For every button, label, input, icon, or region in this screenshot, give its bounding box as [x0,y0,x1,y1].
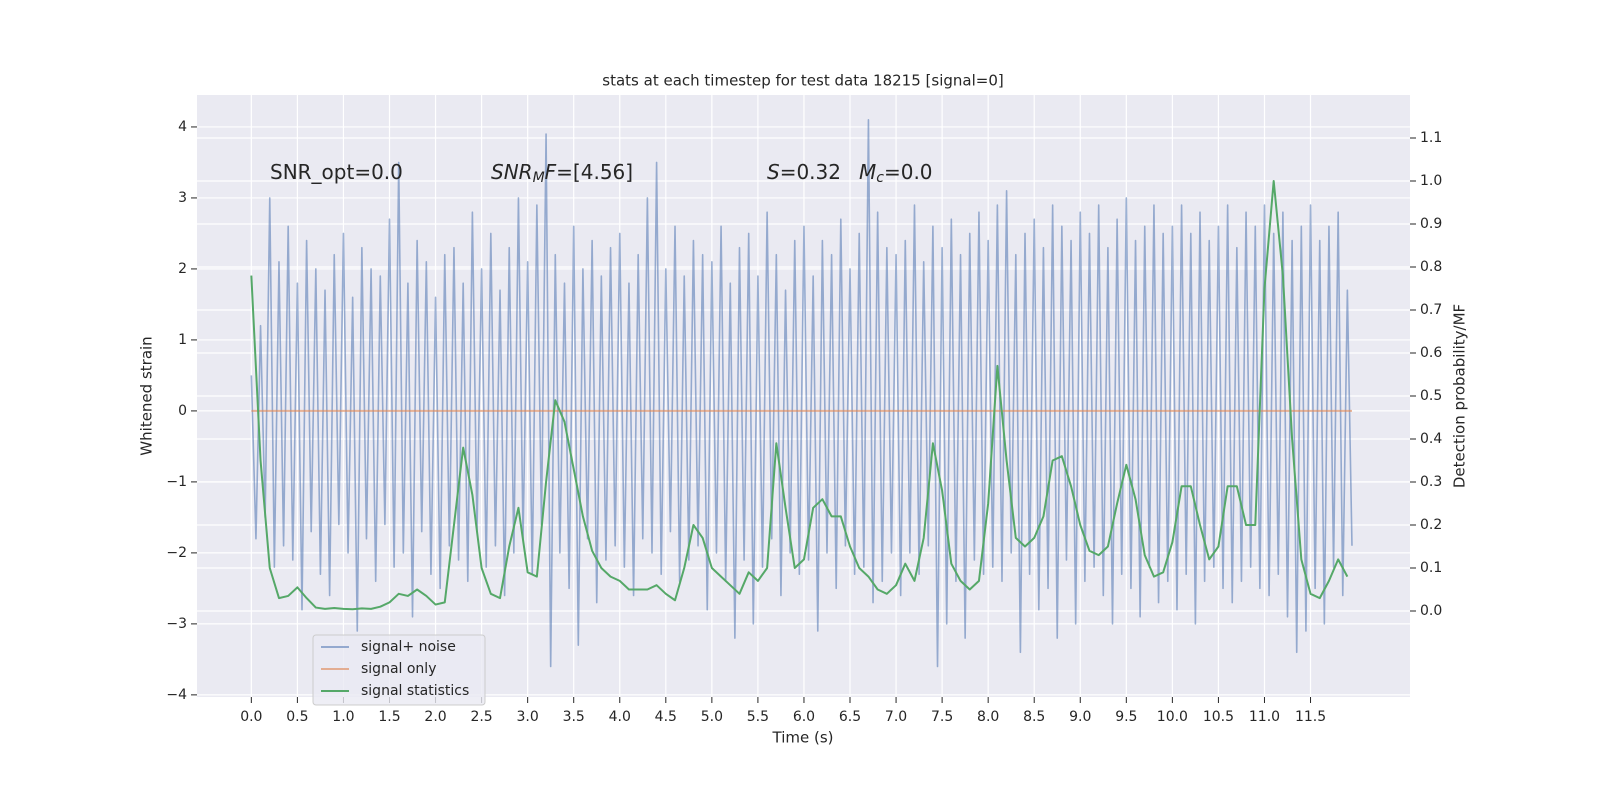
y2-tick-label: 0.7 [1420,302,1442,318]
annotation-part: =[4.56] [556,160,633,184]
annotation-part: =0.0 [884,160,933,184]
annotation-part: M [533,170,545,186]
y2-tick-label: 0.0 [1420,603,1442,619]
x-tick-label: 0.5 [286,709,308,725]
y-axis-label: Whitened strain [138,336,156,455]
series-line [250,180,1349,611]
legend-label: signal+ noise [361,639,456,655]
y-tick-label: 4 [178,119,187,135]
annotation: SNR_opt=0.0 [270,160,403,184]
x-tick-label: 6.5 [839,709,861,725]
x-tick-label: 8.5 [1023,709,1045,725]
annotation-part: M [859,160,876,184]
y2-tick-label: 1.0 [1420,173,1442,189]
x-tick-label: 8.0 [977,709,999,725]
y-tick-label: −4 [166,687,187,703]
annotation: Mc=0.0 [859,160,933,187]
y2-tick-label: 0.8 [1420,259,1442,275]
annotation-part: =0.32 [780,160,841,184]
x-tick-label: 5.0 [701,709,723,725]
y2-tick-label: 0.4 [1420,431,1442,447]
annotation: S=0.32 [767,160,841,184]
y2-tick-label: 0.9 [1420,216,1442,232]
chart-title: stats at each timestep for test data 182… [602,72,1003,90]
y-tick-label: −3 [166,616,187,632]
annotation-part: SNR [491,160,533,184]
annotation-part: SNR_opt=0.0 [270,160,403,184]
x-tick-label: 4.0 [609,709,631,725]
y2-tick-label: 1.1 [1420,130,1442,146]
x-axis-label: Time (s) [772,729,834,747]
y-tick-label: 0 [178,403,187,419]
annotation-part: F [545,160,557,184]
x-tick-label: 1.5 [378,709,400,725]
x-tick-label: 10.5 [1203,709,1234,725]
x-tick-label: 3.0 [517,709,539,725]
annotation-part: c [876,170,884,186]
legend-box [312,634,486,706]
x-tick-label: 11.5 [1295,709,1326,725]
y-tick-label: 2 [178,261,187,277]
x-tick-label: 0.0 [240,709,262,725]
y-tick-label: 3 [178,190,187,206]
x-tick-label: 5.5 [747,709,769,725]
y-tick-label: −2 [166,545,187,561]
x-tick-label: 7.0 [885,709,907,725]
x-tick-label: 7.5 [931,709,953,725]
y2-tick-label: 0.6 [1420,345,1442,361]
annotation-part: S [767,160,780,184]
legend-label: signal only [361,661,436,677]
y2-axis-label: Detection probability/MF [1451,304,1469,488]
y-tick-label: −1 [166,474,187,490]
x-tick-label: 11.0 [1249,709,1280,725]
y2-tick-label: 0.2 [1420,517,1442,533]
x-tick-label: 9.0 [1069,709,1091,725]
x-tick-label: 9.5 [1115,709,1137,725]
x-tick-label: 2.5 [470,709,492,725]
x-tick-label: 3.5 [563,709,585,725]
y-tick-label: 1 [178,332,187,348]
y2-tick-label: 0.5 [1420,388,1442,404]
series-line [250,119,1353,668]
y2-tick-label: 0.1 [1420,560,1442,576]
x-tick-label: 10.0 [1157,709,1188,725]
y2-tick-label: 0.3 [1420,474,1442,490]
legend-label: signal statistics [361,683,469,699]
x-tick-label: 6.0 [793,709,815,725]
x-tick-label: 4.5 [655,709,677,725]
annotation: SNRMF=[4.56] [491,160,633,187]
x-tick-label: 1.0 [332,709,354,725]
x-tick-label: 2.0 [424,709,446,725]
